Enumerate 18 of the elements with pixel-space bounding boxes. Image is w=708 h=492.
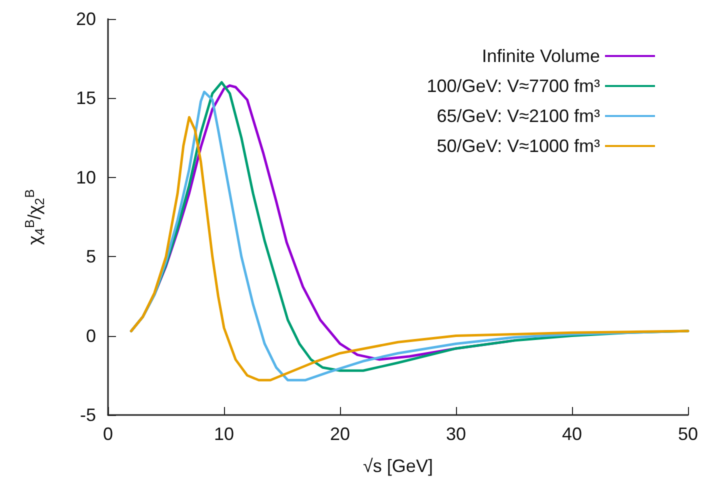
x-tick-label: 40	[562, 424, 582, 444]
legend-label: 50/GeV: V≈1000 fm³	[436, 136, 600, 156]
legend-label: Infinite Volume	[482, 46, 600, 66]
x-tick-label: 20	[330, 424, 350, 444]
x-axis-title: √s [GeV]	[363, 456, 433, 476]
legend-label: 65/GeV: V≈2100 fm³	[436, 106, 600, 126]
y-tick-label: 0	[86, 326, 96, 346]
y-tick-label: 20	[76, 9, 96, 29]
y-tick-label: 15	[76, 88, 96, 108]
legend-label: 100/GeV: V≈7700 fm³	[426, 76, 600, 96]
x-tick-label: 0	[102, 424, 114, 444]
x-tick-label: 10	[214, 424, 234, 444]
y-tick-label: -5	[80, 405, 96, 425]
y-tick-label: 5	[86, 246, 96, 267]
x-tick-label: 30	[446, 424, 466, 444]
x-tick-label: 50	[678, 424, 698, 444]
y-tick-label: 10	[76, 167, 96, 188]
y-axis-title: χ4B/χ2B	[22, 189, 47, 245]
